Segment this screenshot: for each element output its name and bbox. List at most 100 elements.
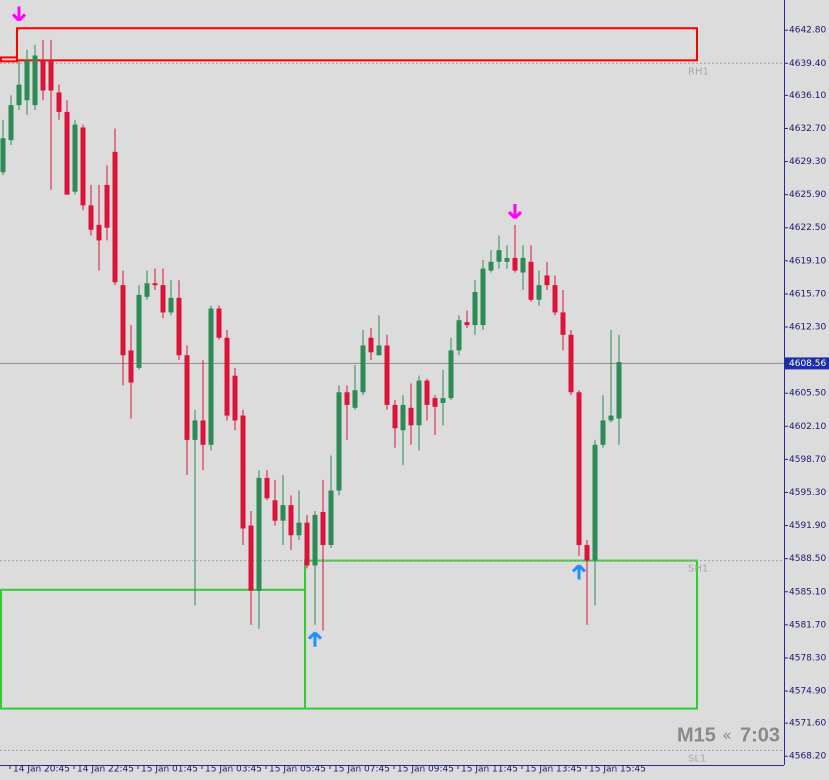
y-tick-label: 4595.30 bbox=[789, 488, 826, 498]
candle-body bbox=[544, 275, 550, 286]
level-label: SL1 bbox=[688, 753, 706, 764]
candle-body bbox=[0, 138, 6, 173]
y-tick-label: 4585.10 bbox=[789, 587, 826, 597]
candle-body bbox=[200, 420, 206, 445]
candle-body bbox=[240, 415, 246, 529]
candle-body bbox=[488, 261, 494, 271]
candle-body bbox=[272, 500, 278, 521]
candle-body bbox=[608, 415, 614, 421]
candle-body bbox=[56, 92, 62, 112]
y-tick-label: 4612.30 bbox=[789, 323, 826, 333]
signal-arrow bbox=[307, 631, 323, 647]
candle-body bbox=[168, 297, 174, 313]
candle-body bbox=[312, 514, 318, 566]
candle-body bbox=[136, 294, 142, 368]
level-label: RH1 bbox=[688, 66, 709, 77]
candle-body bbox=[568, 334, 574, 393]
x-tick-label: 15 Jan 09:45 bbox=[397, 765, 454, 775]
y-tick-label: 4625.90 bbox=[789, 190, 826, 200]
candle-body bbox=[40, 60, 46, 91]
level-label: SH1 bbox=[688, 564, 708, 575]
candle-body bbox=[120, 285, 126, 356]
candle-body bbox=[8, 105, 14, 141]
candle-body bbox=[592, 444, 598, 561]
candle-body bbox=[288, 505, 294, 536]
candle-body bbox=[504, 257, 510, 262]
current-price-box bbox=[785, 357, 829, 370]
x-tick-label: 15 Jan 11:45 bbox=[461, 765, 518, 775]
candle-body bbox=[416, 380, 422, 426]
candle-body bbox=[328, 490, 334, 546]
candle-body bbox=[152, 283, 158, 286]
candle-body bbox=[256, 477, 262, 591]
candle-body bbox=[552, 285, 558, 313]
candle-body bbox=[512, 257, 518, 271]
y-tick-label: 4568.20 bbox=[789, 752, 826, 762]
signal-arrow bbox=[507, 204, 523, 220]
y-tick-label: 4636.10 bbox=[789, 91, 826, 101]
y-tick-label: 4632.70 bbox=[789, 124, 826, 134]
candle-body bbox=[104, 184, 110, 228]
candle-body bbox=[112, 151, 118, 283]
candle-body bbox=[600, 420, 606, 445]
y-tick-label: 4615.70 bbox=[789, 289, 826, 299]
y-tick-label: 4591.90 bbox=[789, 521, 826, 531]
signal-arrow bbox=[571, 564, 587, 580]
candle-body bbox=[376, 345, 382, 356]
candle-body bbox=[224, 337, 230, 416]
y-tick-label: 4602.10 bbox=[789, 422, 826, 432]
candle-body bbox=[496, 250, 502, 262]
candle-body bbox=[264, 477, 270, 499]
candle-body bbox=[424, 380, 430, 405]
candle-body bbox=[232, 375, 238, 421]
candle-body bbox=[176, 297, 182, 356]
candle-body bbox=[24, 60, 30, 101]
candle-body bbox=[336, 392, 342, 491]
candle-body bbox=[528, 261, 534, 300]
candle-body bbox=[64, 111, 70, 195]
y-tick-label: 4574.90 bbox=[789, 687, 826, 697]
candle-body bbox=[536, 285, 542, 300]
timeframe: M15 bbox=[677, 724, 716, 746]
candle-body bbox=[360, 345, 366, 393]
zone bbox=[0, 588, 306, 710]
y-tick-label: 4581.70 bbox=[789, 620, 826, 630]
y-tick-label: 4622.50 bbox=[789, 223, 826, 233]
y-tick-label: 4571.60 bbox=[789, 719, 826, 729]
x-tick-label: 14 Jan 20:45 bbox=[13, 765, 70, 775]
zone bbox=[0, 56, 18, 63]
candle-body bbox=[408, 407, 414, 426]
candle-body bbox=[208, 308, 214, 445]
candle-body bbox=[32, 55, 38, 106]
candle-body bbox=[216, 308, 222, 338]
candle-body bbox=[160, 285, 166, 313]
y-tick-label: 4598.70 bbox=[789, 455, 826, 465]
y-tick-label: 4629.30 bbox=[789, 157, 826, 167]
y-tick-label: 4605.50 bbox=[789, 389, 826, 399]
candle-body bbox=[576, 392, 582, 546]
candle-body bbox=[616, 362, 622, 419]
candle-body bbox=[560, 312, 566, 335]
y-tick-label: 4578.30 bbox=[789, 653, 826, 663]
candle-body bbox=[72, 124, 78, 192]
candle-body bbox=[144, 283, 150, 297]
candle-body bbox=[472, 291, 478, 326]
candle-body bbox=[16, 84, 22, 106]
candle-body bbox=[184, 355, 190, 440]
y-tick-label: 4619.10 bbox=[789, 256, 826, 266]
candle-body bbox=[384, 345, 390, 405]
candle-body bbox=[320, 511, 326, 546]
candle-body bbox=[480, 268, 486, 326]
candle-body bbox=[304, 522, 310, 566]
candle-body bbox=[80, 127, 86, 206]
x-tick-label: 15 Jan 13:45 bbox=[525, 765, 582, 775]
candle-body bbox=[280, 505, 286, 521]
current-price-label: 4608.56 bbox=[789, 359, 826, 369]
candle-body bbox=[432, 398, 438, 407]
candle-body bbox=[584, 545, 590, 561]
candle-body bbox=[440, 398, 446, 403]
candle-body bbox=[392, 404, 398, 429]
